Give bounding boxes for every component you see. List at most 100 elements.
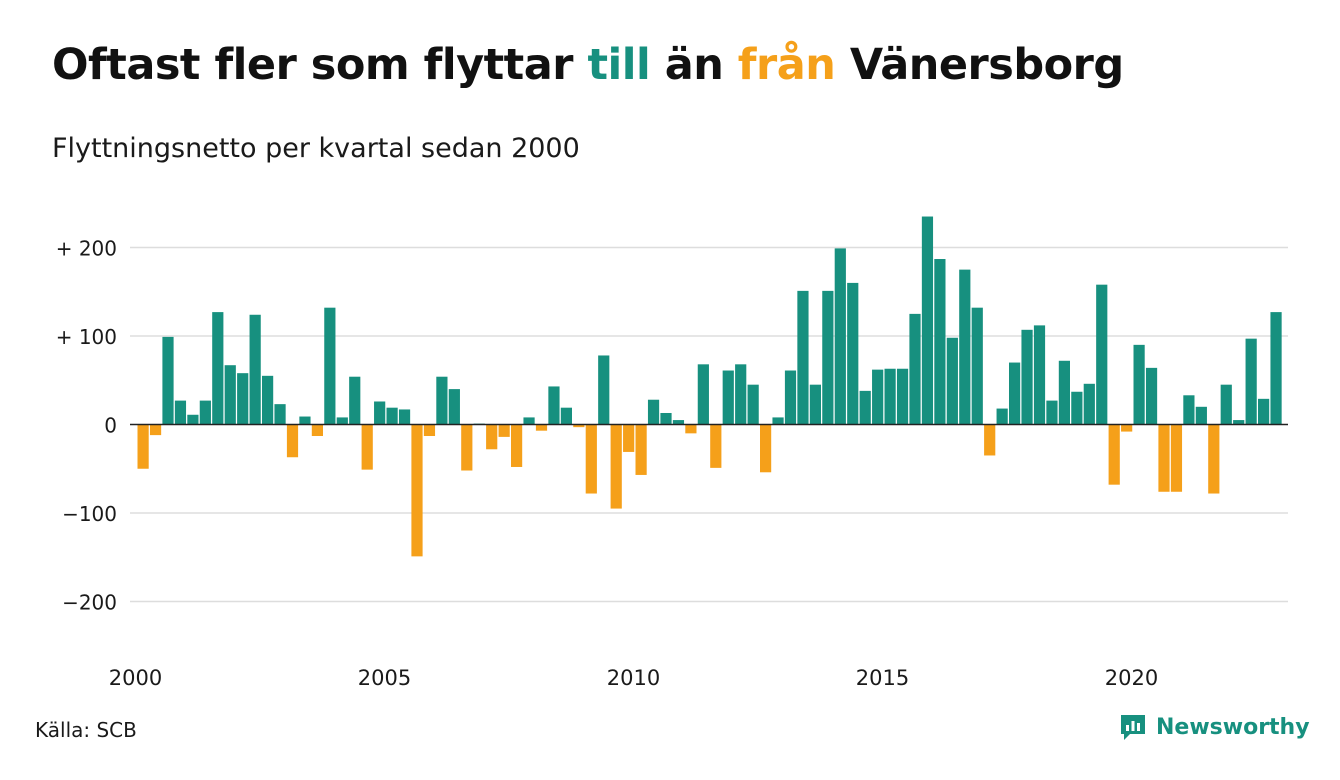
y-tick-label: + 200: [56, 237, 117, 261]
bar: [137, 424, 149, 469]
bar: [760, 424, 772, 473]
bar: [610, 424, 622, 509]
bar: [461, 424, 473, 471]
bar: [896, 368, 909, 425]
bar: [710, 424, 722, 468]
bar: [262, 375, 274, 425]
bar: [187, 414, 199, 425]
title-part-1: Oftast fler som flyttar: [52, 40, 588, 90]
x-tick-label: 2020: [1105, 666, 1158, 690]
newsworthy-logo-icon: [1121, 715, 1145, 740]
bar: [311, 424, 323, 437]
bar: [274, 404, 286, 425]
bar: [436, 376, 448, 425]
bar: [1058, 360, 1070, 425]
bar: [1183, 395, 1195, 425]
bar: [249, 314, 261, 425]
bar: [598, 355, 610, 425]
bar: [635, 424, 647, 475]
bar: [199, 400, 211, 425]
bar: [361, 424, 373, 470]
bar: [237, 373, 249, 425]
bar: [809, 384, 821, 425]
brand-name: Newsworthy: [1156, 714, 1310, 740]
x-tick-label: 2010: [607, 666, 660, 690]
x-tick-label: 2005: [358, 666, 411, 690]
bar: [909, 313, 921, 425]
bar: [398, 409, 411, 425]
bar: [934, 259, 946, 425]
bar: [623, 424, 635, 452]
bar: [1033, 325, 1046, 425]
bar: [984, 424, 996, 456]
y-tick-label: 0: [104, 414, 117, 438]
bar: [1071, 391, 1083, 425]
bar: [847, 282, 859, 425]
bar: [660, 412, 672, 425]
bar: [1083, 383, 1095, 425]
bar: [1145, 367, 1158, 425]
y-tick-label: −200: [62, 591, 117, 615]
bar: [299, 416, 311, 425]
bar: [535, 424, 548, 431]
bar: [697, 364, 709, 425]
bar: [212, 312, 224, 425]
bar: [946, 337, 958, 425]
chart-subtitle: Flyttningsnetto per kvartal sedan 2000: [52, 133, 580, 164]
bar: [797, 290, 809, 425]
bar: [486, 424, 498, 450]
bar: [784, 370, 797, 425]
bar: [174, 400, 187, 425]
title-highlight-till: till: [587, 40, 651, 90]
x-tick-label: 2015: [856, 666, 909, 690]
bar: [423, 424, 436, 437]
bar: [685, 424, 697, 434]
bar: [1021, 329, 1033, 425]
bar: [585, 424, 597, 494]
bar: [884, 368, 896, 425]
bar: [1258, 398, 1270, 425]
bar: [647, 399, 660, 425]
bar: [1208, 424, 1220, 494]
bar: [1096, 284, 1108, 425]
bar: [1170, 424, 1183, 492]
title-part-2: än: [650, 40, 738, 90]
bar: [872, 369, 884, 425]
bar: [834, 248, 846, 425]
bar: [573, 424, 585, 428]
brand-logo: Newsworthy: [1118, 712, 1310, 742]
bar: [1121, 424, 1133, 432]
bar: [162, 336, 174, 425]
bar: [349, 376, 361, 425]
bar: [560, 407, 572, 425]
bar: [1158, 424, 1170, 492]
chart-title: Oftast fler som flyttar till än från Vän…: [52, 40, 1124, 90]
bar: [411, 424, 423, 557]
bar: [386, 407, 398, 425]
bar: [511, 424, 523, 467]
bar: [959, 269, 971, 425]
bar: [1270, 312, 1282, 425]
bar: [1195, 406, 1207, 425]
bar: [523, 417, 535, 425]
bar: [374, 401, 386, 425]
bar: [772, 417, 784, 425]
title-part-3: Vänersborg: [835, 40, 1124, 90]
bar: [149, 424, 162, 436]
bar: [971, 307, 983, 425]
title-highlight-fran: från: [737, 40, 836, 90]
source-label: Källa: SCB: [35, 718, 137, 742]
bar: [224, 365, 236, 425]
bar: [921, 216, 934, 425]
bar: [286, 424, 299, 458]
bar: [672, 420, 685, 425]
x-tick-label: 2000: [109, 666, 162, 690]
bar: [735, 364, 747, 425]
y-tick-label: + 100: [56, 325, 117, 349]
bar: [722, 370, 734, 425]
bar: [747, 384, 759, 425]
bar: [448, 389, 460, 425]
bar: [548, 386, 560, 425]
bar: [996, 408, 1008, 425]
bar-chart: + 200 + 100 0 −100 −200 2000 2005 2010 2015 2020: [56, 216, 1288, 690]
